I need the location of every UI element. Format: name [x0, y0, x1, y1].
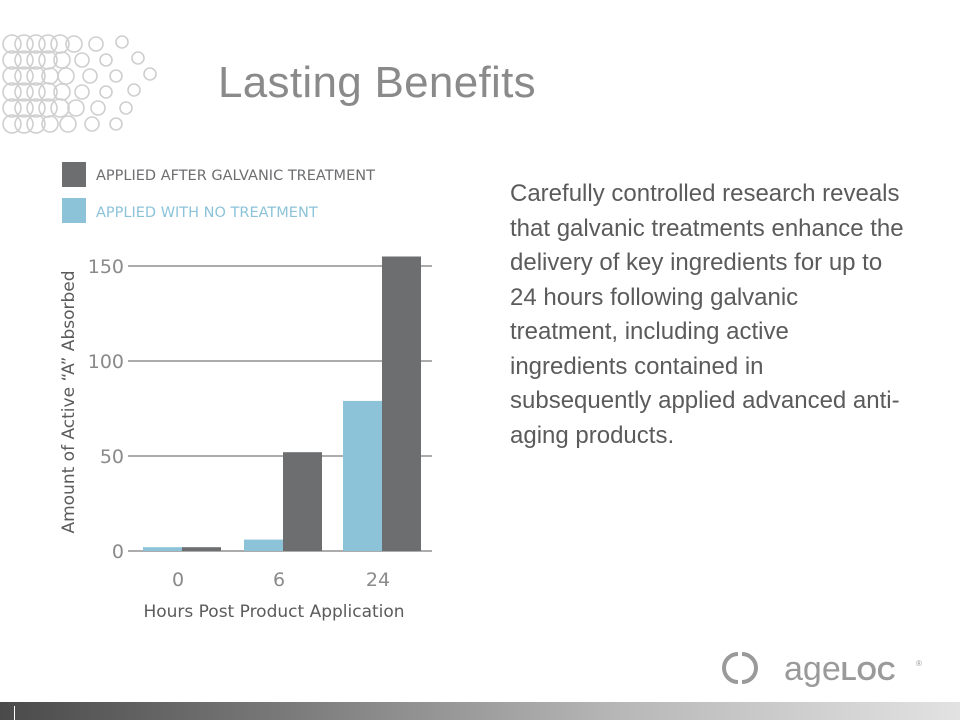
- y-tick-label-0: 0: [112, 541, 124, 563]
- x-tick-label-6: 6: [273, 569, 285, 591]
- bar-galvanic-0: [182, 547, 221, 551]
- chart-legend: APPLIED AFTER GALVANIC TREATMENT APPLIED…: [62, 162, 375, 223]
- chart-bars: [143, 256, 421, 551]
- logo-text-age: age: [784, 650, 841, 688]
- logo-registered-mark: ®: [916, 659, 922, 668]
- decorative-circles-pattern: [2, 34, 157, 134]
- chart-x-ticks: 0 6 24: [172, 569, 390, 591]
- y-tick-label-150: 150: [88, 256, 124, 278]
- logo-text-loc: LOC: [841, 656, 896, 686]
- bar-no-treatment-24: [343, 400, 382, 551]
- x-axis-title: Hours Post Product Application: [143, 602, 404, 622]
- y-tick-label-50: 50: [100, 446, 124, 468]
- x-tick-label-24: 24: [366, 569, 390, 591]
- y-tick-label-100: 100: [88, 351, 124, 373]
- legend-swatch-light: [62, 198, 86, 223]
- bar-galvanic-24: [382, 256, 421, 551]
- x-tick-label-0: 0: [172, 569, 184, 591]
- bar-galvanic-6: [283, 452, 322, 551]
- legend-label-light: APPLIED WITH NO TREATMENT: [96, 205, 318, 221]
- slide-title: Lasting Benefits: [218, 58, 536, 107]
- bar-no-treatment-0: [143, 547, 182, 551]
- legend-swatch-dark: [62, 162, 86, 187]
- legend-label-dark: APPLIED AFTER GALVANIC TREATMENT: [96, 168, 375, 184]
- footer-gradient-bar: [0, 702, 960, 720]
- logo-wordmark: ageLOC: [784, 650, 896, 688]
- y-axis-title: Amount of Active “A” Absorbed: [59, 270, 79, 533]
- body-text: Carefully controlled research reveals th…: [510, 180, 904, 449]
- ageloc-logo-mark: [722, 652, 758, 684]
- bar-no-treatment-6: [244, 539, 283, 551]
- ageloc-logo: ageLOC ®: [722, 650, 922, 688]
- chart-y-ticks: 0 50 100 150: [88, 256, 124, 563]
- footer-mark: [14, 706, 15, 720]
